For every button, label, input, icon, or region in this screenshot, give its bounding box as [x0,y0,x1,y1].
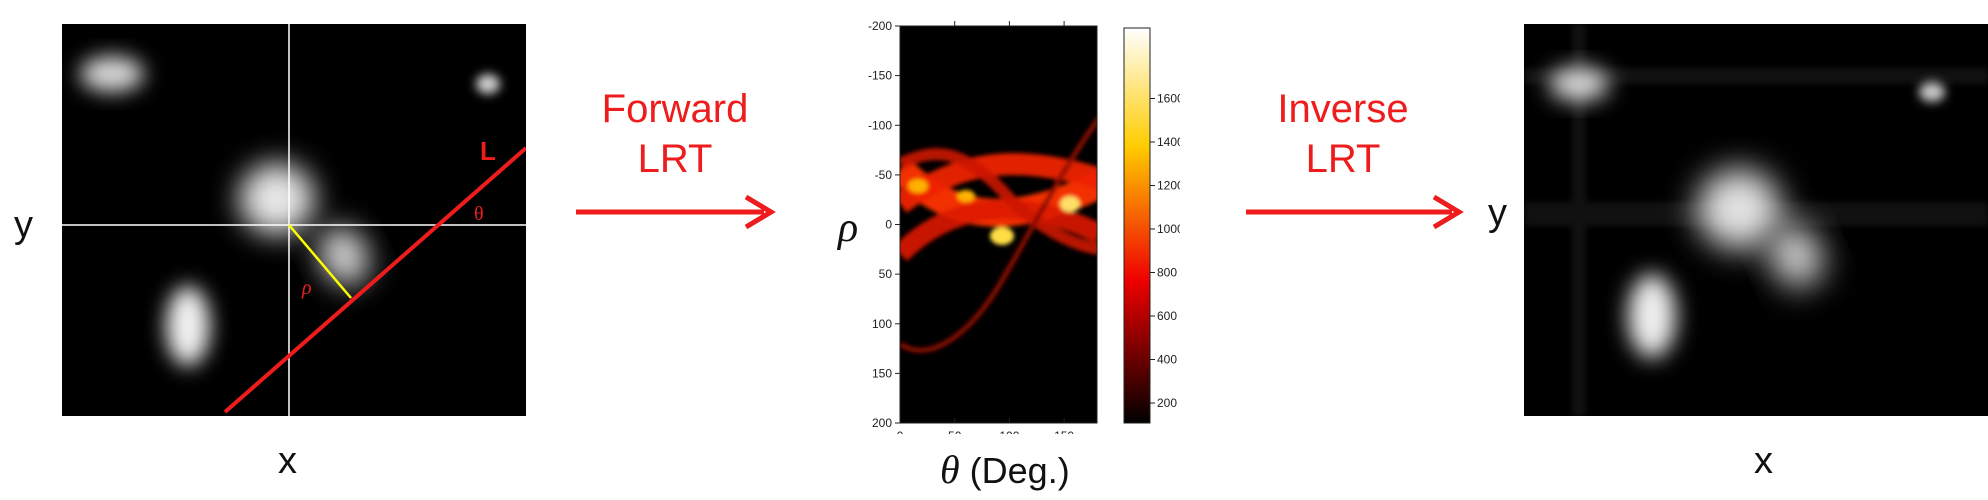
sinusoid-thin-top-right [900,116,1097,353]
forward-label-line2: LRT [637,137,713,181]
colorbar-ticks: 200 400 600 800 1000 1200 1400 1600 [1150,92,1180,410]
colorbar-tick-label: 1400 [1157,135,1180,149]
y-tick-label: -100 [868,118,892,132]
line-L [223,146,526,414]
rho-label: ρ [301,277,312,299]
x-tick-label: 100 [999,429,1019,434]
theta-unit: (Deg.) [959,450,1070,491]
blob-top-left [80,56,144,92]
input-x-axis-label: x [278,440,297,482]
sinusoid-bottom-left [900,199,1097,262]
blob-center-right [318,226,370,286]
inverse-arrow [1246,194,1464,230]
output-image-panel [1524,24,1988,416]
recon-blob-center-right [1768,224,1824,288]
input-image-panel: L θ ρ [62,24,526,416]
output-x-axis-label: x [1754,440,1773,482]
x-tick-label: 50 [948,429,962,434]
y-tick-label: -200 [868,19,892,33]
rho-segment [288,224,352,299]
recon-blob-top-left [1549,67,1609,101]
line-L-label: L [480,136,496,166]
colorbar-tick-label: 1000 [1157,222,1180,236]
theta-label: θ [474,203,484,225]
colorbar-tick-label: 1600 [1157,92,1180,106]
y-tick-label: 50 [879,267,893,281]
y-tick-label: -50 [875,168,893,182]
forward-label-line1: Forward [601,87,749,131]
inverse-label-line2: LRT [1305,137,1381,181]
inverse-lrt-label: Inverse LRT [1238,84,1448,184]
forward-arrow [576,194,776,230]
colorbar-tick-label: 800 [1157,266,1177,280]
x-tick-label: 0 [897,429,904,434]
input-y-axis-label: y [14,204,33,246]
recon-blob-top-right [1919,82,1945,102]
sinogram-rho-axis-label: ρ [838,205,859,251]
peak-2 [1060,196,1080,212]
blob-bottom-left [166,286,210,366]
sinogram-theta-axis-label: θ (Deg.) [940,446,1070,493]
sinogram-y-ticks: -200 -150 -100 -50 0 50 100 150 200 [868,19,900,430]
peak-4 [957,190,975,202]
blob-top-right [476,74,500,94]
y-tick-label: 150 [872,366,892,380]
x-tick-label: 150 [1054,429,1074,434]
colorbar-tick-label: 600 [1157,309,1177,323]
colorbar-tick-label: 200 [1157,396,1177,410]
peak-1 [990,227,1014,245]
y-tick-label: 200 [872,416,892,430]
colorbar [1123,27,1151,424]
recon-blob-center [1697,169,1781,249]
y-tick-label: 100 [872,317,892,331]
sinusoid-top-left [900,148,1097,255]
colorbar-tick-label: 400 [1157,353,1177,367]
y-tick-label: -150 [868,69,892,83]
output-y-axis-label: y [1488,192,1507,234]
sinogram-x-ticks: 0 50 100 150 [897,21,1074,434]
blob-center [239,163,315,235]
y-tick-label: 0 [885,218,892,232]
theta-symbol: θ [940,447,960,492]
inverse-label-line1: Inverse [1277,87,1409,131]
colorbar-tick-label: 1200 [1157,179,1180,193]
peak-3 [908,179,928,193]
recon-blob-bottom-left [1628,274,1676,358]
sinogram-panel: -200 -150 -100 -50 0 50 100 150 200 0 50… [868,19,1180,434]
forward-lrt-label: Forward LRT [570,84,780,184]
